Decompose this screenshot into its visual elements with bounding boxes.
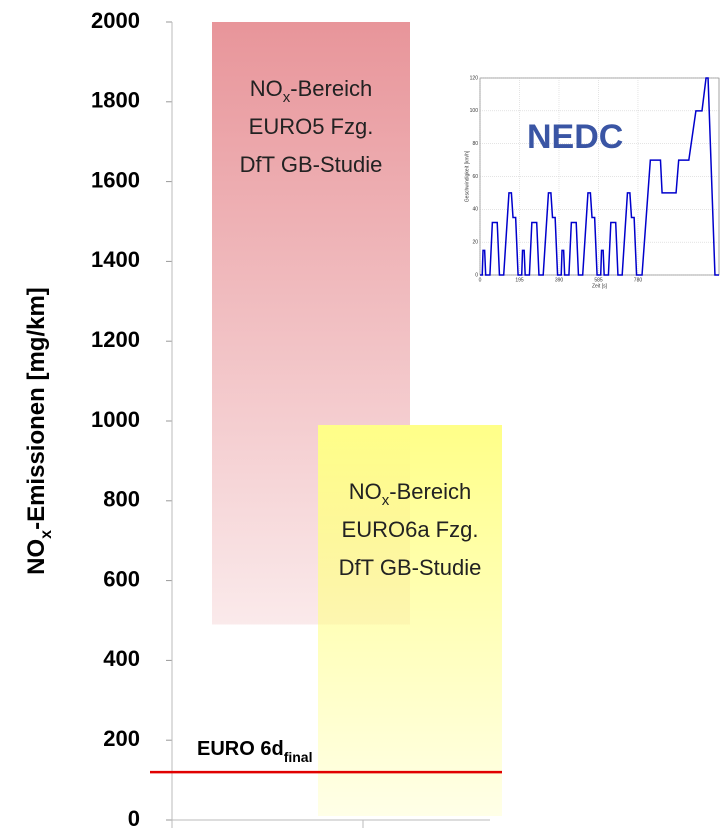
subscript: x (38, 530, 55, 539)
y-tick-label: 60 (472, 174, 478, 180)
y-tick-label: 600 (103, 566, 140, 591)
bar-label: NOx-Bereich (349, 479, 471, 510)
x-axis-label: Zeit [s] (592, 283, 608, 289)
bar-label: DfT GB-Studie (240, 152, 383, 177)
label-part: NO (349, 479, 382, 504)
y-tick-label: 1600 (91, 167, 140, 192)
label-part: -Bereich (290, 76, 372, 101)
x-tick-label: 390 (555, 277, 564, 283)
reference-label: EURO 6dfinal (197, 738, 312, 764)
y-tick-label: 2000 (91, 8, 140, 33)
y-tick-label: 1000 (91, 407, 140, 432)
y-tick-label: 40 (472, 207, 478, 213)
y-tick-label: 400 (103, 646, 140, 671)
range-bar (318, 424, 502, 817)
bar-label: DfT GB-Studie (339, 555, 482, 580)
x-tick-label: 780 (634, 277, 643, 283)
bar-label: NOx-Bereich (250, 76, 372, 107)
y-tick-label: 0 (128, 806, 140, 831)
y-axis-label: Geschwindigkeit [km/h] (464, 150, 470, 202)
y-tick-label: 100 (470, 108, 479, 114)
y-tick-label: 120 (470, 75, 479, 81)
bar-label: EURO5 Fzg. (249, 114, 374, 139)
y-tick-label: 20 (472, 239, 478, 245)
subscript: final (284, 749, 313, 765)
annotation: NEDC (527, 118, 623, 156)
y-tick-label: 1400 (91, 247, 140, 272)
subscript: x (382, 492, 390, 509)
label-part: EURO 6d (197, 738, 284, 760)
x-tick-label: 585 (594, 277, 603, 283)
label-part: NO (250, 76, 283, 101)
y-tick-label: 1200 (91, 327, 140, 352)
y-tick-label: 80 (472, 141, 478, 147)
line (480, 77, 719, 276)
y-axis-label: NOx-Emissionen [mg/km] (23, 287, 54, 575)
y-tick-label: 200 (103, 726, 140, 751)
x-tick-label: 195 (515, 277, 524, 283)
inset-background (479, 77, 720, 276)
y-tick-label: 800 (103, 487, 140, 512)
label-part: -Bereich (389, 479, 471, 504)
bar-label: EURO6a Fzg. (342, 517, 479, 542)
y-tick-label: 0 (475, 272, 478, 278)
label-part: -Emissionen [mg/km] (23, 287, 50, 530)
label-part: NO (23, 539, 50, 575)
y-tick-label: 1800 (91, 88, 140, 113)
subscript: x (283, 89, 291, 106)
x-tick-label: 0 (479, 277, 482, 283)
